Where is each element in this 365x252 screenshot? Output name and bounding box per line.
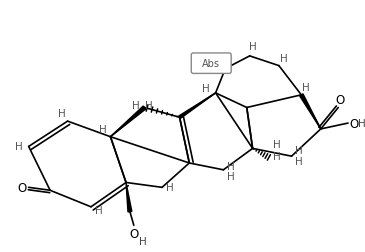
Text: H: H: [280, 54, 288, 64]
Text: H: H: [166, 183, 174, 193]
Text: O: O: [17, 181, 26, 194]
Text: H: H: [296, 156, 303, 166]
Text: H: H: [302, 83, 310, 93]
Polygon shape: [179, 93, 216, 119]
Text: O: O: [349, 117, 358, 130]
Text: H: H: [227, 161, 235, 171]
Text: H: H: [145, 100, 152, 110]
Text: H: H: [95, 205, 103, 215]
Text: H: H: [296, 146, 303, 156]
Text: H: H: [15, 142, 23, 152]
Polygon shape: [111, 107, 146, 137]
Text: Abs: Abs: [202, 58, 220, 69]
Text: H: H: [227, 171, 235, 181]
Polygon shape: [300, 94, 321, 129]
Text: H: H: [273, 151, 281, 162]
Text: H: H: [273, 140, 281, 150]
Text: O: O: [129, 227, 138, 240]
Text: H: H: [202, 84, 210, 94]
Text: H: H: [132, 100, 140, 110]
FancyBboxPatch shape: [191, 54, 231, 74]
Polygon shape: [126, 183, 132, 212]
Text: H: H: [99, 124, 107, 134]
Text: O: O: [336, 94, 345, 107]
Text: H: H: [139, 236, 146, 246]
Text: H: H: [58, 109, 66, 119]
Text: H: H: [358, 119, 365, 129]
Text: H: H: [249, 42, 257, 52]
